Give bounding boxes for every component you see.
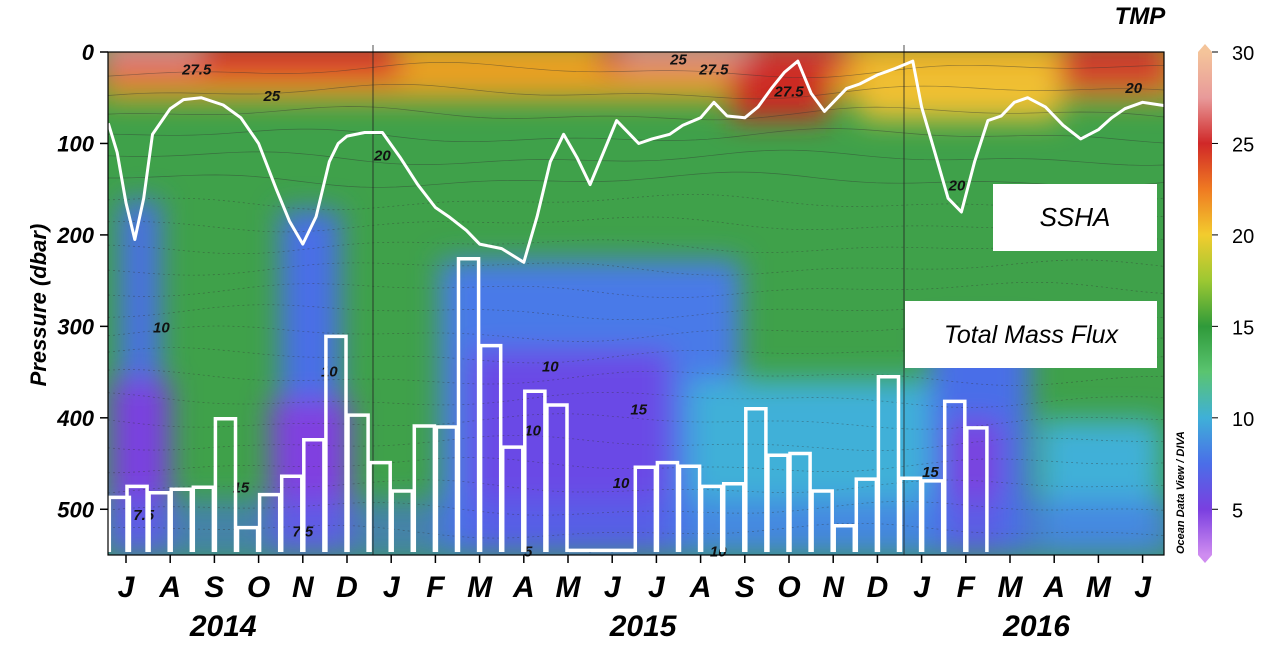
y-tick-label: 100 [57,131,94,156]
month-label: N [292,571,315,604]
contour-label: 20 [948,178,966,195]
month-label: O [777,571,800,604]
flux-legend-box [905,301,1157,368]
contour-label: 25 [669,51,687,68]
hot-top-2014 [108,52,200,65]
isotherm-line [108,392,1164,408]
isotherm-line [108,369,1164,386]
colorbar-top-arrow [1198,44,1212,52]
month-label: M [998,571,1024,604]
y-axis-label: Pressure (dbar) [26,224,51,387]
colorbar-tick-label: 25 [1232,134,1254,156]
warm-core-2016 [1060,52,1164,90]
month-label: M [556,571,582,604]
month-label: M [1086,571,1112,604]
contour-label: 27.5 [698,61,729,78]
isotherm-line [108,149,1164,166]
flux-legend-label: Total Mass Flux [944,321,1120,349]
contour-label: 20 [373,147,391,164]
isotherm-line [108,237,1164,255]
month-label: S [204,571,224,604]
month-label: O [247,571,270,604]
year-label: 2014 [189,610,257,643]
contour-label: 10 [524,423,541,440]
month-label: A [512,571,535,604]
y-tick-label: 0 [82,40,95,65]
month-label: D [336,571,358,604]
colorbar-ticks: 5 10 15 20 25 30 [1212,43,1254,522]
colorbar-bottom-arrow [1198,555,1212,563]
year-label: 2015 [609,610,678,643]
month-label: J [648,571,666,604]
isotherm-line [108,62,1164,79]
legend: SSHA Total Mass Flux [905,184,1157,368]
contour-label: 5 [524,543,533,560]
colorbar-tick-label: 5 [1232,500,1243,522]
ssha-legend-box [993,184,1157,251]
isotherm-line [108,83,1164,100]
year-label: 2016 [1002,610,1070,643]
month-label: A [1042,571,1065,604]
month-label: J [604,571,622,604]
contour-label: 27.5 [773,83,804,100]
month-label: A [158,571,181,604]
colorbar: TMP 5 10 15 20 25 30 Ocean Data View / DIVA [1115,3,1254,563]
warm-core-sep [730,60,830,120]
total-mass-flux-bars [107,256,989,553]
contour-label: 15 [922,464,939,481]
y-tick-label: 300 [57,314,94,339]
contour-label: 10 [321,363,338,380]
contour-label: 20 [1124,80,1142,97]
contour-label: 25 [263,88,281,105]
month-label: F [957,571,976,604]
month-label: D [867,571,889,604]
hot-top-2015 [620,52,750,65]
month-label: N [822,571,845,604]
contour-label: 10 [613,475,630,492]
isotherm-line [108,259,1164,276]
colorbar-title: TMP [1115,3,1167,30]
contour-label: 10 [153,319,170,336]
month-label: J [913,571,931,604]
isotherm-line [108,413,1164,430]
isotherm-line [108,281,1164,299]
colorbar-tick-label: 30 [1232,43,1254,65]
contour-label: 7.5 [133,507,155,524]
isotherm-line [108,106,1164,121]
contour-label: 15 [630,402,647,419]
y-axis: Pressure (dbar) 0 100 200 300 400 500 [26,40,108,522]
month-label: J [118,571,136,604]
colorbar-tick-label: 10 [1232,409,1254,431]
y-tick-label: 200 [56,223,94,248]
month-label: J [383,571,401,604]
ocean-data-view-credit: Ocean Data View / DIVA [1175,431,1187,554]
isotherm-line [108,215,1164,233]
month-label: F [426,571,445,604]
colorbar-strip [1198,52,1212,555]
month-label: S [735,571,755,604]
ssha-line [106,59,1174,264]
ssha-legend-label: SSHA [1040,202,1111,232]
contour-label: 10 [542,359,559,376]
colorbar-tick-label: 15 [1232,317,1254,339]
isotherm-line [108,171,1164,188]
y-tick-label: 500 [57,497,94,522]
contour-label: 27.5 [181,61,212,78]
month-label: J [1134,571,1152,604]
month-label: A [689,571,712,604]
y-tick-label: 400 [56,406,94,431]
plot-frame [107,51,1165,556]
colorbar-tick-label: 20 [1232,226,1254,248]
month-label: M [467,571,493,604]
